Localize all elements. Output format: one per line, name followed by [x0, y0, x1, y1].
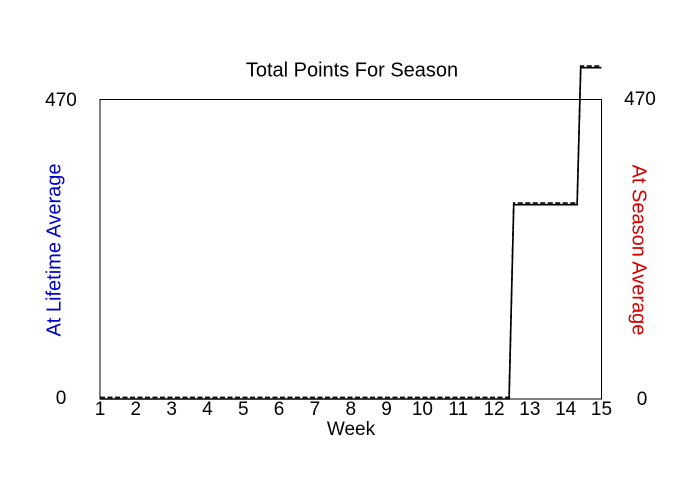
plot-frame	[99, 99, 602, 400]
x-tick-label: 10	[411, 399, 433, 420]
x-axis-title: Week	[326, 419, 376, 440]
left-axis-title: At Lifetime Average	[43, 163, 66, 337]
chart-title: Total Points For Season	[245, 59, 459, 82]
x-tick-label: 2	[130, 399, 142, 420]
x-tick-label: 13	[519, 399, 541, 420]
x-tick-label: 12	[483, 399, 505, 420]
x-tick-label: 3	[166, 399, 177, 420]
right-axis-tick-max: 470	[624, 89, 656, 110]
x-tick-label: 15	[590, 399, 613, 420]
x-tick-label: 6	[273, 399, 285, 420]
left-axis-tick-max: 470	[45, 90, 77, 111]
x-tick-label: 14	[555, 399, 577, 420]
left-axis-tick-min: 0	[55, 388, 67, 409]
x-tick-label: 9	[381, 399, 392, 420]
series-line-season-average	[100, 65, 602, 399]
right-axis-tick-min: 0	[636, 389, 648, 410]
x-tick-label: 5	[237, 399, 249, 420]
right-axis-title: At Season Average	[627, 164, 650, 336]
x-tick-label: 7	[309, 399, 321, 420]
x-tick-label: 1	[94, 399, 106, 420]
x-tick-label: 8	[345, 399, 357, 420]
series-line-lifetime-average	[100, 66, 602, 400]
x-tick-label: 11	[448, 399, 469, 420]
x-tick-label: 4	[202, 399, 213, 420]
